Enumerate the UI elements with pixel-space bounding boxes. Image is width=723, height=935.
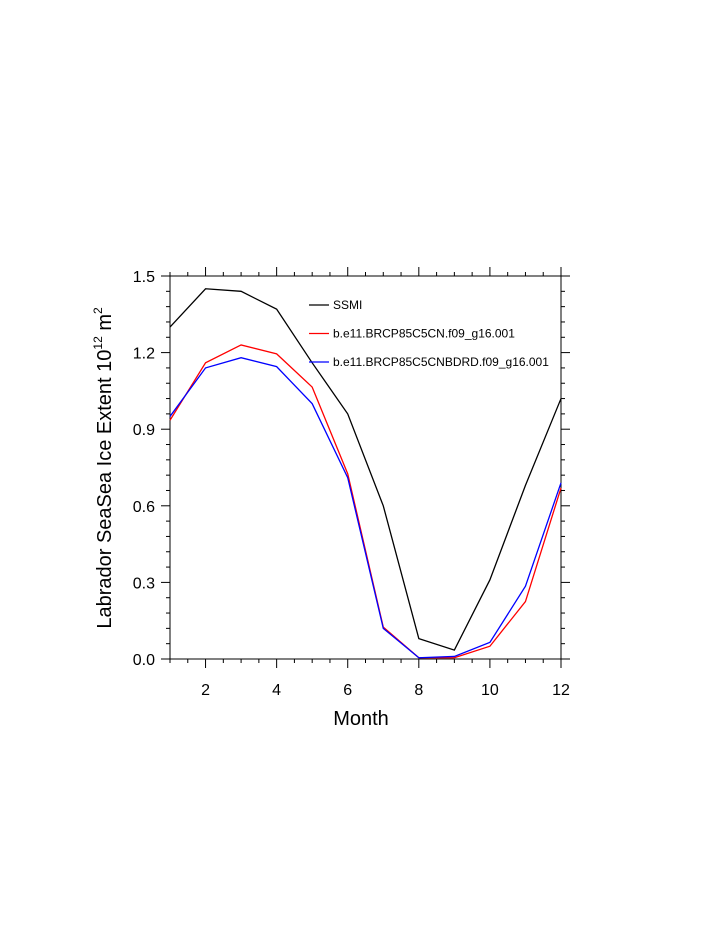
series-lines — [169, 288, 562, 659]
y-tick-label: 0.3 — [133, 575, 155, 592]
x-tick-label: 4 — [272, 682, 281, 699]
axis-ticks — [161, 267, 570, 668]
y-tick-label: 1.2 — [133, 346, 155, 363]
legend-label-2: b.e11.BRCP85C5CNBDRD.f09_g16.001 — [333, 355, 549, 369]
y-tick-label: 0.6 — [133, 499, 155, 516]
y-axis-label-exponent: 12 — [91, 336, 105, 350]
y-tick-label: 1.5 — [133, 269, 155, 286]
series-line-0 — [169, 288, 562, 651]
y-axis-label-unit-exponent: 2 — [91, 307, 105, 314]
series-line-2 — [169, 357, 562, 659]
y-axis-label-unit: m — [94, 314, 116, 336]
y-axis-label: Labrador SeaSea Ice Extent 1012 m2 — [91, 307, 116, 629]
series-line-1 — [169, 344, 562, 659]
x-axis-label: Month — [333, 708, 389, 730]
y-tick-label: 0.9 — [133, 422, 155, 439]
axis-tick-labels: 2 4 6 8 10 12 0.0 0.3 0.6 0.9 1.2 1.5 — [133, 269, 570, 699]
x-tick-label: 10 — [481, 682, 499, 699]
legend: SSMI b.e11.BRCP85C5CN.f09_g16.001 b.e11.BR… — [309, 298, 549, 369]
y-axis-label-main: Labrador SeaSea Ice Extent 10 — [94, 350, 116, 629]
x-tick-label: 2 — [201, 682, 210, 699]
x-tick-label: 6 — [343, 682, 352, 699]
legend-label-0: SSMI — [333, 298, 362, 312]
x-tick-label: 8 — [414, 682, 423, 699]
y-tick-label: 0.0 — [133, 652, 155, 669]
legend-label-1: b.e11.BRCP85C5CN.f09_g16.001 — [333, 327, 515, 341]
x-tick-label: 12 — [552, 682, 570, 699]
